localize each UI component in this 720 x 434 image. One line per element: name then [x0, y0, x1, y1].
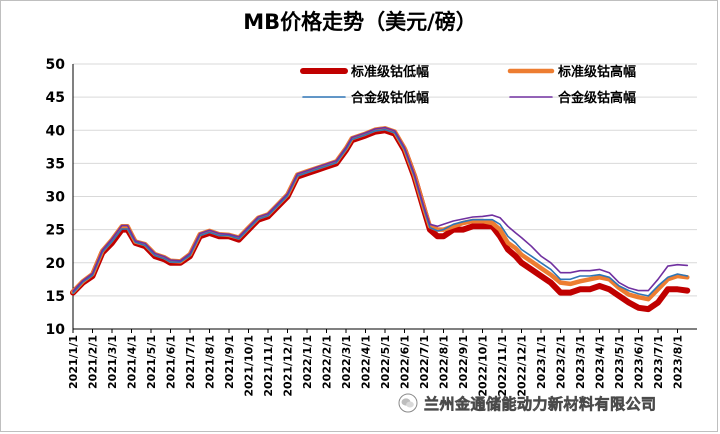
y-tick-label: 50 [46, 57, 66, 73]
series-lines [70, 126, 691, 313]
x-tick-label: 2023/8/1 [672, 335, 685, 389]
x-tick-label: 2022/6/1 [399, 335, 412, 389]
x-tick-label: 2022/12/1 [516, 335, 529, 397]
x-tick-label: 2021/12/1 [282, 335, 295, 397]
axes: 10 15 20 25 30 35 40 45 50 2021/1/1 2021/2/1 2021/3… [46, 57, 697, 397]
x-tick-label: 2021/11/1 [262, 335, 275, 397]
x-tick-label: 2021/3/1 [106, 335, 119, 389]
x-tick-label: 2023/7/1 [652, 335, 665, 389]
x-tick-label: 2022/10/1 [477, 335, 490, 397]
legend-label-3: 合金级钴高幅 [558, 90, 636, 106]
legend-label-2: 合金级钴低幅 [351, 90, 429, 106]
x-tick-label: 2021/5/1 [145, 335, 158, 389]
x-tick-label: 2022/9/1 [457, 335, 470, 389]
x-tick-label: 2021/2/1 [87, 335, 100, 389]
x-tick-label: 2022/2/1 [321, 335, 334, 389]
legend-label-1: 标准级钴高幅 [557, 64, 636, 80]
y-tick-label: 40 [46, 123, 66, 139]
x-tick-label: 2021/7/1 [184, 335, 197, 389]
y-tick-label: 35 [46, 156, 65, 172]
x-tick-label: 2022/5/1 [379, 335, 392, 389]
x-tick-label: 2021/10/1 [243, 335, 256, 397]
x-tick-label: 2021/8/1 [204, 335, 217, 389]
x-tick-label: 2022/11/1 [496, 335, 509, 397]
x-tick-label: 2022/1/1 [301, 335, 314, 389]
y-tick-label: 15 [46, 289, 65, 305]
x-tick-label: 2022/7/1 [418, 335, 431, 389]
legend-label-0: 标准级钴低幅 [350, 64, 429, 80]
x-tick-label: 2023/6/1 [633, 335, 646, 389]
watermark: 兰州金通储能动力新材料有限公司 [398, 392, 657, 414]
series-line-0 [70, 127, 691, 313]
x-tick-label: 2021/6/1 [165, 335, 178, 389]
x-tick-label: 2023/1/1 [535, 335, 548, 389]
watermark-text: 兰州金通储能动力新材料有限公司 [424, 394, 657, 413]
series-line-2 [72, 128, 689, 297]
x-tick-label: 2021/1/1 [67, 335, 80, 389]
x-tick-label: 2023/4/1 [594, 335, 607, 389]
wechat-icon [398, 393, 418, 413]
y-tick-label: 10 [46, 322, 66, 338]
y-tick-label: 30 [46, 190, 66, 206]
y-tick-label: 45 [46, 90, 65, 106]
y-tick-label: 20 [46, 256, 66, 272]
x-tick-label: 2022/3/1 [340, 335, 353, 389]
x-tick-label: 2022/8/1 [438, 335, 451, 389]
x-tick-label: 2023/3/1 [574, 335, 587, 389]
x-tick-label: 2021/9/1 [223, 335, 236, 389]
y-tick-label: 25 [46, 223, 65, 239]
x-tick-label: 2022/4/1 [360, 335, 373, 389]
series-line-3 [72, 126, 689, 292]
chart-title: MB价格走势（美元/磅） [243, 10, 477, 34]
x-tick-label: 2021/4/1 [126, 335, 139, 389]
x-tick-label: 2023/2/1 [555, 335, 568, 389]
series-line-1 [70, 126, 690, 302]
x-tick-label: 2023/5/1 [613, 335, 626, 389]
